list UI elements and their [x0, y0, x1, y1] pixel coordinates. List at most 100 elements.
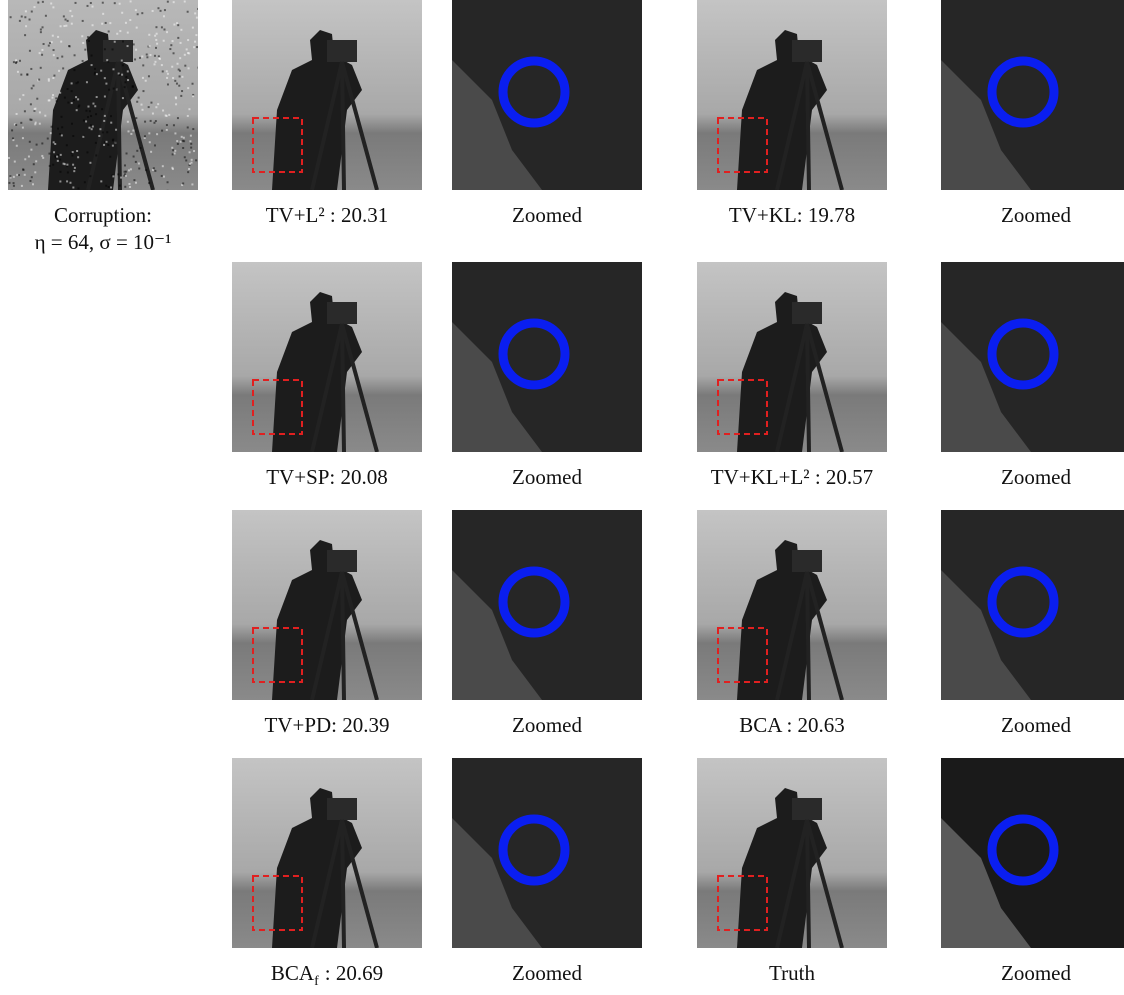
noise — [167, 83, 169, 85]
noise — [155, 120, 157, 122]
noise — [48, 99, 50, 101]
noise — [197, 67, 198, 69]
noise — [166, 31, 168, 33]
noise — [78, 104, 80, 106]
noise — [73, 69, 75, 71]
noise — [60, 116, 62, 118]
noise — [162, 165, 164, 167]
noise — [39, 123, 41, 125]
noise — [175, 97, 177, 99]
zoom-caption: Zoomed — [916, 712, 1124, 739]
tripod — [807, 62, 809, 190]
noise — [52, 164, 54, 166]
noise — [22, 127, 24, 129]
noise — [77, 156, 79, 158]
noise — [167, 73, 169, 75]
result-caption: TV+KL+L² : 20.57 — [672, 464, 912, 491]
noise — [17, 71, 19, 73]
noise — [176, 140, 178, 142]
camera — [792, 550, 822, 572]
noise — [20, 122, 22, 124]
noise — [106, 131, 108, 133]
noise — [54, 143, 56, 145]
noise — [170, 44, 172, 46]
noise — [25, 10, 27, 12]
noise — [191, 183, 193, 185]
noise — [68, 45, 70, 47]
noise — [150, 151, 152, 153]
noise — [49, 165, 51, 167]
noise — [125, 76, 127, 78]
noise — [183, 140, 185, 142]
noise — [148, 45, 150, 47]
noise — [52, 77, 54, 79]
noise — [75, 82, 77, 84]
noise — [188, 108, 190, 110]
noise — [155, 106, 157, 108]
noise — [8, 182, 10, 184]
noise — [15, 124, 17, 126]
noise — [104, 95, 106, 97]
noise — [29, 19, 31, 21]
caption-name: BCA — [271, 961, 314, 985]
noise — [64, 163, 66, 165]
camera — [792, 798, 822, 820]
noise — [59, 180, 61, 182]
noise — [84, 181, 86, 183]
noise — [184, 156, 186, 158]
noise — [191, 159, 193, 161]
noise — [135, 117, 137, 119]
noise — [121, 60, 123, 62]
noise — [167, 181, 169, 183]
noise — [72, 164, 74, 166]
noise — [24, 110, 26, 112]
noise — [166, 124, 168, 126]
noise — [156, 43, 158, 45]
noise — [172, 168, 174, 170]
noise — [148, 34, 150, 36]
noise — [132, 85, 134, 87]
noise — [62, 67, 64, 69]
noise — [167, 1, 169, 3]
noise — [128, 169, 130, 171]
tripod — [342, 572, 344, 700]
noise — [133, 43, 135, 45]
noise — [127, 45, 129, 47]
noise — [24, 16, 26, 18]
noise — [179, 75, 181, 77]
noise — [177, 63, 179, 65]
noise — [73, 170, 75, 172]
noise — [53, 49, 55, 51]
noise — [85, 120, 87, 122]
noise — [20, 74, 22, 76]
noise — [52, 97, 54, 99]
noise — [184, 54, 186, 56]
noise — [193, 46, 195, 48]
noise — [161, 64, 163, 66]
result-image — [232, 758, 422, 948]
noise — [152, 10, 154, 12]
noise — [162, 110, 164, 112]
noise — [87, 116, 89, 118]
zoomed-image — [452, 262, 642, 452]
noise — [52, 94, 54, 96]
noise — [49, 42, 51, 44]
noise — [154, 144, 156, 146]
noise — [180, 95, 182, 97]
noise — [34, 171, 36, 173]
noise — [63, 15, 65, 17]
noise — [177, 117, 179, 119]
noise — [130, 168, 132, 170]
noise — [177, 143, 179, 145]
noise — [29, 50, 31, 52]
noise — [135, 182, 137, 184]
noise — [116, 89, 118, 91]
noise — [98, 135, 100, 137]
noise — [194, 12, 196, 14]
noise — [195, 159, 197, 161]
tripod — [807, 324, 809, 452]
noise — [94, 105, 96, 107]
noise — [105, 83, 107, 85]
noise — [197, 8, 198, 10]
noise — [120, 177, 122, 179]
